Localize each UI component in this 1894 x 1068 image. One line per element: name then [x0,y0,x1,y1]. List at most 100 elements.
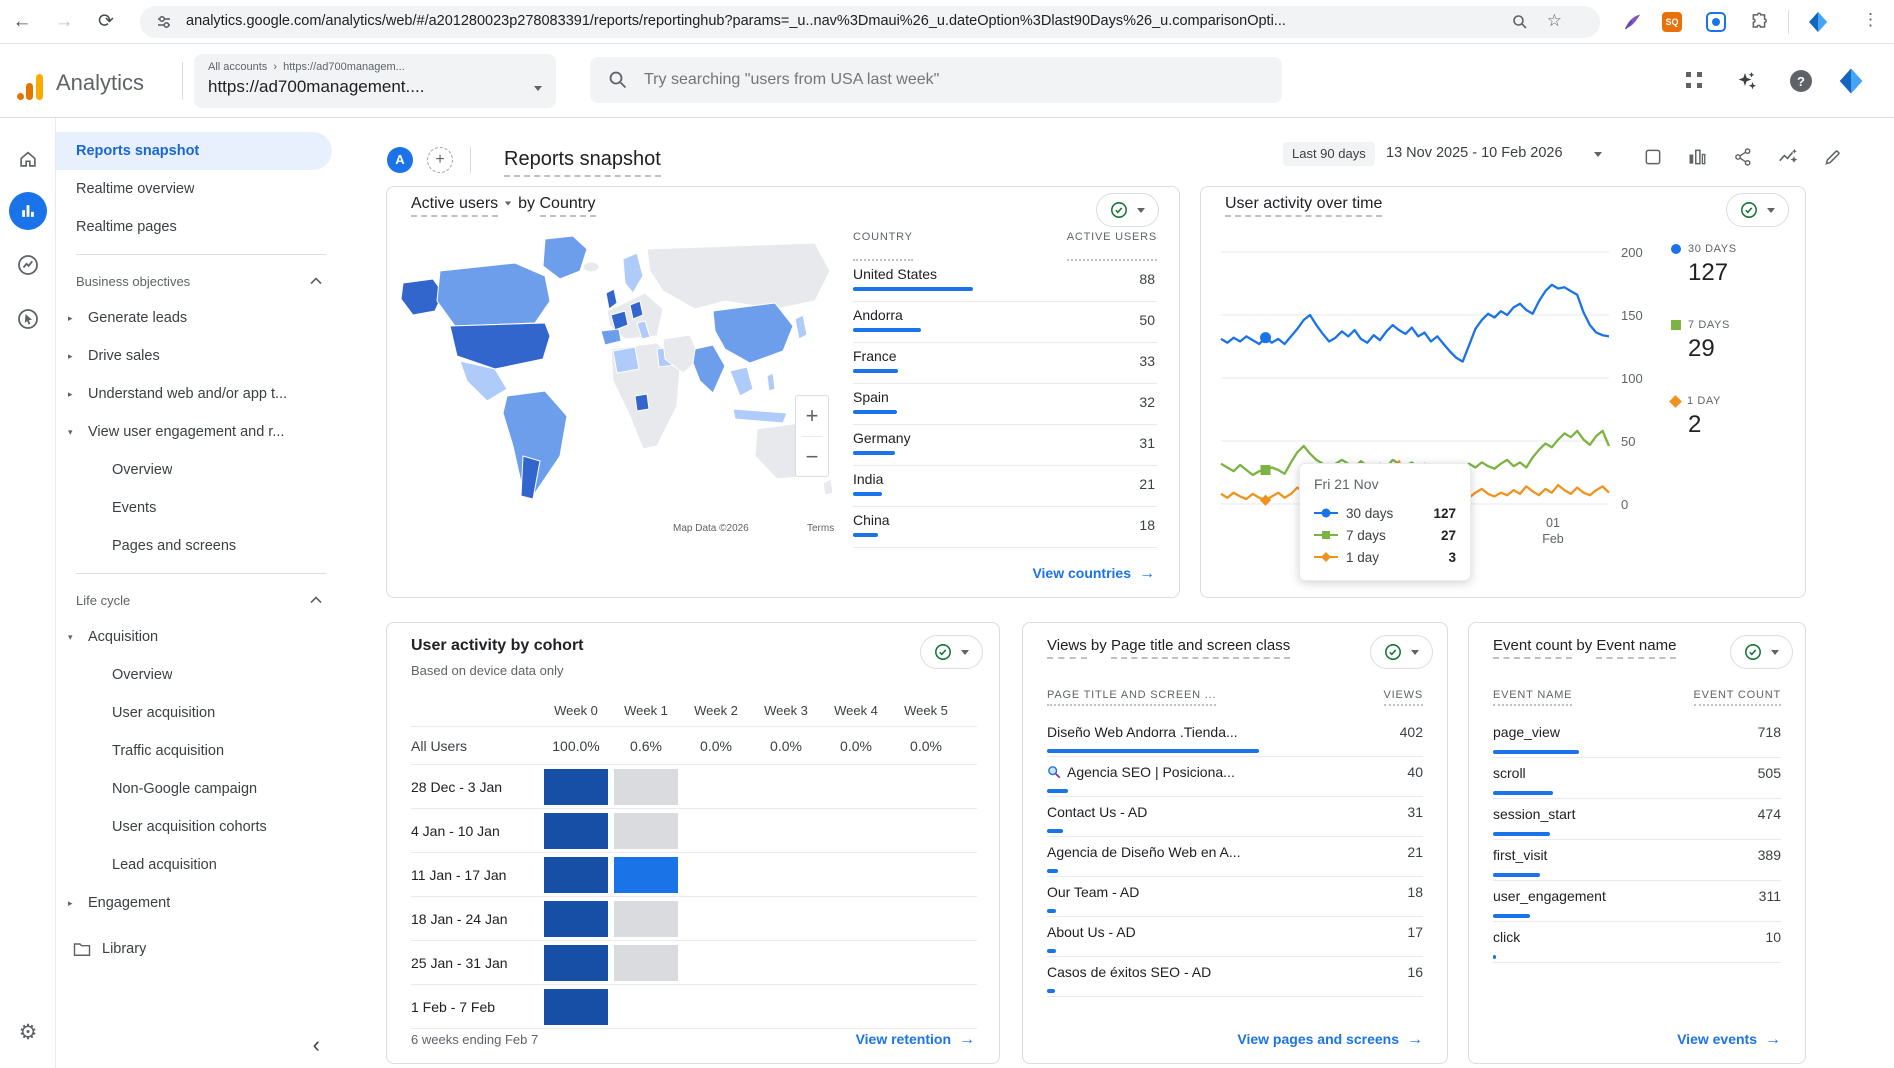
feather-extension-icon[interactable] [1622,12,1642,32]
sidebar-item-library[interactable]: Library [56,930,346,968]
sq-extension-icon[interactable]: SQ [1662,12,1682,32]
data-quality-badge[interactable] [1726,193,1789,227]
comparison-tab-a[interactable]: A [387,147,413,173]
sidebar-item-label: Engagement [88,895,171,911]
avatar[interactable] [1834,64,1868,98]
sidebar-item-realtime-pages[interactable]: Realtime pages [56,208,346,246]
card-title[interactable]: Views by Page title and screen class [1047,637,1291,659]
advertising-icon[interactable] [9,300,47,338]
card-title[interactable]: Event count by Event name [1493,637,1677,659]
data-quality-badge[interactable] [1096,193,1159,227]
sidebar-section-header[interactable]: Life cycle [56,582,346,618]
search-input[interactable] [642,57,1242,103]
chevron-down-icon[interactable] [1594,152,1602,157]
chevron-collapsed-icon[interactable]: ▸ [68,350,73,361]
sidebar-item-drive-sales[interactable]: ▸ Drive sales [56,337,346,375]
map-zoom-in-button[interactable]: + [805,403,819,428]
analytics-logo-icon[interactable] [14,72,46,102]
legend-1-day[interactable]: 1 DAY 2 [1669,394,1801,439]
column-header-views[interactable]: VIEWS [1383,689,1423,706]
insights-chart-icon[interactable] [1775,144,1801,170]
sidebar-item-pages-and-screens[interactable]: Pages and screens [56,527,346,565]
sidebar-item-engagement[interactable]: ▸ Engagement [56,884,346,922]
sidebar-item-overview[interactable]: Overview [56,451,346,489]
comparison-bars-icon[interactable] [1684,144,1710,170]
page-title[interactable]: Reports snapshot [504,148,661,177]
events-table: page_view 718 scroll 505 session_start 474 fir… [1493,717,1781,963]
chevron-collapsed-icon[interactable]: ▸ [68,312,73,323]
column-header-event-name[interactable]: EVENT NAME [1493,689,1573,706]
address-bar[interactable]: analytics.google.com/analytics/web/#/a20… [140,6,1600,38]
property-selector[interactable]: All accounts › https://ad700managem... h… [194,54,556,108]
sidebar-item-reports-snapshot[interactable]: Reports snapshot [56,132,332,170]
insights-sparkle-icon[interactable] [1730,64,1764,98]
world-map[interactable] [395,231,840,519]
search-bar[interactable] [590,57,1282,103]
sidebar-item-events[interactable]: Events [56,489,346,527]
sidebar-item-user-acquisition-cohorts[interactable]: User acquisition cohorts [56,808,346,846]
event-value: 505 [1757,765,1781,781]
chevron-expanded-icon[interactable]: ▾ [68,426,73,437]
explore-icon[interactable] [9,246,47,284]
view-countries-link[interactable]: View countries → [1032,565,1155,582]
admin-gear-icon[interactable]: ⚙ [18,1020,38,1044]
reload-icon[interactable]: ⟳ [98,11,114,32]
apps-grid-icon[interactable] [1678,64,1712,98]
reports-icon[interactable] [9,192,47,230]
card-title[interactable]: User activity over time [1225,195,1383,217]
help-icon[interactable]: ? [1784,64,1818,98]
url-text[interactable]: analytics.google.com/analytics/web/#/a20… [186,13,1286,29]
column-header-event-count[interactable]: EVENT COUNT [1693,689,1781,706]
sidebar-collapse-icon[interactable]: ‹ [312,1032,320,1057]
map-zoom-out-button[interactable]: − [805,444,819,469]
sidebar-item-label: Realtime overview [76,181,195,197]
sidebar-item-label: User acquisition [112,705,216,721]
legend-30-days[interactable]: 30 DAYS 127 [1671,243,1801,287]
add-comparison-button[interactable]: + [427,147,453,173]
column-header-country[interactable]: COUNTRY [853,231,913,261]
column-header-active-users[interactable]: ACTIVE USERS [1066,231,1157,261]
data-quality-badge[interactable] [920,635,983,669]
home-icon[interactable] [9,140,47,178]
zoom-icon[interactable] [1512,14,1528,30]
map-terms-link[interactable]: Terms [807,523,835,534]
forward-icon[interactable]: → [54,11,74,32]
profile-logo-icon[interactable] [1806,10,1830,34]
edit-pencil-icon[interactable] [1820,144,1846,170]
feedback-note-icon[interactable] [1640,144,1666,170]
event-row: session_start 474 [1493,799,1781,840]
sidebar-item-view-user-engagement-and-r-[interactable]: ▾ View user engagement and r... [56,413,346,451]
value-bar [853,533,878,537]
chevron-collapsed-icon[interactable]: ▸ [68,388,73,399]
bookmark-star-icon[interactable]: ☆ [1546,11,1562,30]
sidebar-item-generate-leads[interactable]: ▸ Generate leads [56,299,346,337]
sidebar-item-user-acquisition[interactable]: User acquisition [56,694,346,732]
tune-icon[interactable] [156,14,172,30]
share-icon[interactable] [1730,144,1756,170]
view-pages-link[interactable]: View pages and screens → [1237,1031,1423,1048]
blue-extension-icon[interactable] [1706,12,1726,32]
column-header-page-title[interactable]: PAGE TITLE AND SCREEN ... [1047,689,1217,706]
sidebar-item-realtime-overview[interactable]: Realtime overview [56,170,346,208]
sidebar-item-non-google-campaign[interactable]: Non-Google campaign [56,770,346,808]
sidebar-item-acquisition[interactable]: ▾ Acquisition [56,618,346,656]
data-quality-badge[interactable] [1370,635,1433,669]
back-icon[interactable]: ← [12,11,32,32]
chevron-expanded-icon[interactable]: ▾ [68,631,73,642]
view-retention-link[interactable]: View retention → [855,1031,975,1048]
sidebar-item-understand-web-and-or-app-t-[interactable]: ▸ Understand web and/or app t... [56,375,346,413]
sidebar-item-lead-acquisition[interactable]: Lead acquisition [56,846,346,884]
legend-7-days[interactable]: 7 DAYS 29 [1671,319,1801,363]
browser-menu-icon[interactable]: ⋮ [1862,10,1879,29]
cohort-row: 4 Jan - 10 Jan [411,809,977,853]
sidebar-item-traffic-acquisition[interactable]: Traffic acquisition [56,732,346,770]
card-title[interactable]: Active users by Country [411,195,596,217]
extensions-puzzle-icon[interactable] [1750,12,1770,32]
date-range-selector[interactable]: 13 Nov 2025 - 10 Feb 2026 [1386,145,1563,161]
chevron-collapsed-icon[interactable]: ▸ [68,897,73,908]
value-bar [853,492,882,496]
sidebar-item-overview[interactable]: Overview [56,656,346,694]
sidebar-section-header[interactable]: Business objectives [56,263,346,299]
data-quality-badge[interactable] [1730,635,1793,669]
view-events-link[interactable]: View events → [1677,1031,1781,1048]
